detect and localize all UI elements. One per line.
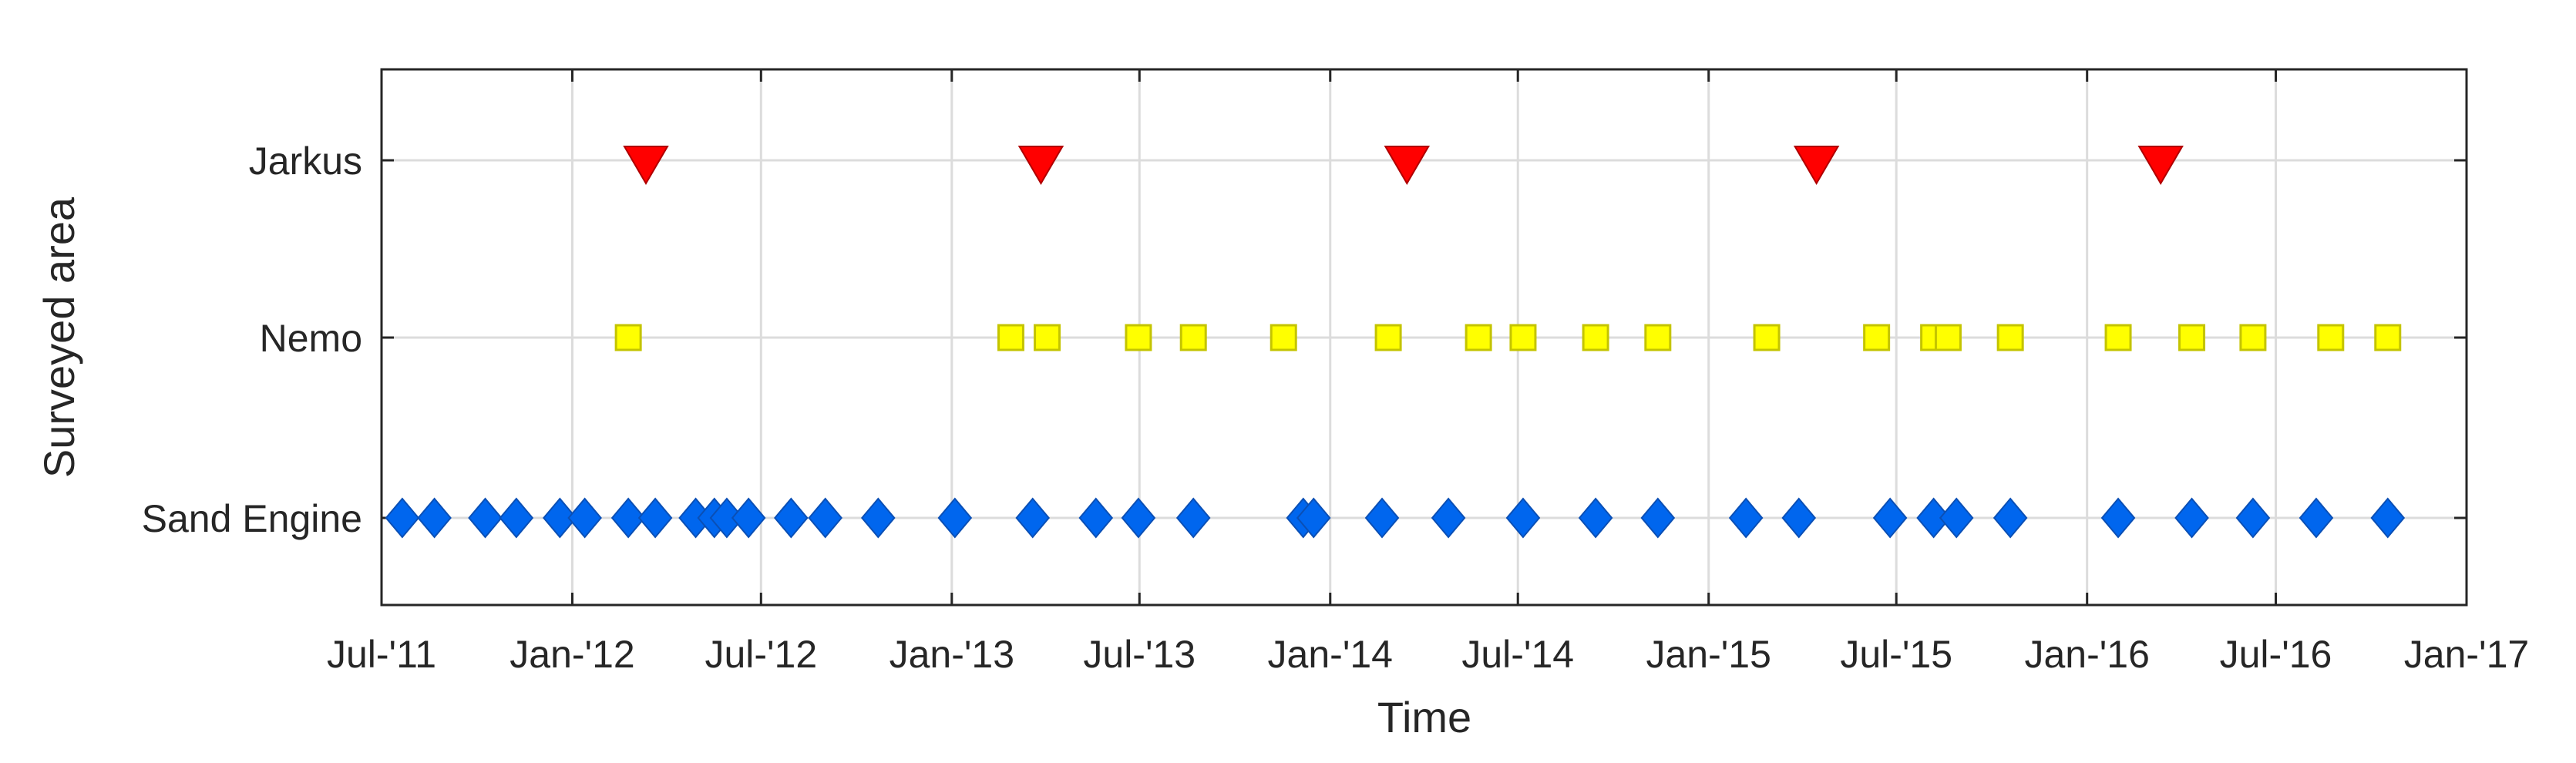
sand-engine-survey-marker [1640,497,1676,539]
sand-engine-survey-marker [385,497,420,539]
nemo-survey-marker [1509,324,1537,351]
nemo-survey-marker [1863,324,1891,351]
x-tick-label: Jan-'12 [509,633,634,676]
nemo-survey-marker [1270,324,1297,351]
y-tick-label: Jarkus [249,139,362,183]
jarkus-survey-marker [1793,146,1840,185]
nemo-survey-marker [1753,324,1781,351]
sand-engine-survey-marker [2174,497,2209,539]
nemo-survey-marker [1465,324,1492,351]
x-tick-label: Jul-'11 [327,633,436,676]
sand-engine-survey-marker [567,497,602,539]
sand-engine-survey-marker [1121,497,1156,539]
x-tick-label: Jan-'14 [1268,633,1393,676]
sand-engine-survey-marker [1781,497,1817,539]
nemo-survey-marker [1644,324,1672,351]
sand-engine-survey-marker [1364,497,1400,539]
nemo-survey-marker [2239,324,2267,351]
x-tick-label: Jan-'15 [1646,633,1771,676]
nemo-survey-marker [2178,324,2206,351]
nemo-survey-marker [1582,324,1609,351]
y-axis-label: Surveyed area [35,197,83,478]
nemo-survey-marker [1374,324,1402,351]
sand-engine-survey-marker [2299,497,2334,539]
x-tick-label: Jan-'13 [889,633,1014,676]
sand-engine-survey-marker [774,497,809,539]
data-markers [385,146,2406,539]
sand-engine-survey-marker [2235,497,2271,539]
x-tick-labels: Jul-'11 Jan-'12 Jul-'12 Jan-'13 Jul-'13 Jan-'… [327,633,2529,676]
sand-engine-survey-marker [499,497,534,539]
x-tick-label: Jan-'16 [2024,633,2149,676]
nemo-survey-marker [1934,324,1962,351]
x-tick-label: Jul-'15 [1840,633,1952,676]
sand-engine-survey-marker [417,497,452,539]
sand-engine-survey-marker [2370,497,2406,539]
sand-engine-survey-marker [1939,497,1974,539]
sand-engine-survey-marker [1578,497,1613,539]
x-axis-label: Time [1377,693,1471,741]
nemo-survey-marker [2317,324,2345,351]
nemo-survey-marker [1125,324,1152,351]
jarkus-survey-marker [2137,146,2184,185]
x-tick-label: Jul-'12 [705,633,817,676]
sand-engine-survey-marker [731,497,766,539]
sand-engine-survey-marker [1296,497,1331,539]
jarkus-survey-marker [1017,146,1064,185]
jarkus-survey-marker [623,146,669,185]
sand-engine-survey-marker [1175,497,1211,539]
sand-engine-survey-marker [1872,497,1908,539]
plot-frame [380,68,2468,607]
jarkus-survey-marker [1384,146,1431,185]
nemo-survey-marker [2374,324,2402,351]
nemo-survey-marker [1996,324,2024,351]
x-tick-label: Jul-'14 [1461,633,1574,676]
nemo-survey-marker [2104,324,2132,351]
sand-engine-survey-marker [1505,497,1541,539]
x-tick-label: Jul-'16 [2220,633,2332,676]
sand-engine-survey-marker [637,497,673,539]
x-tick-label: Jul-'13 [1083,633,1196,676]
sand-engine-survey-marker [1015,497,1051,539]
nemo-survey-marker [1179,324,1207,351]
y-tick-labels: Sand Engine Nemo Jarkus [142,139,362,540]
sand-engine-survey-marker [2100,497,2136,539]
sand-engine-survey-marker [1916,497,1951,539]
y-tick-label: Sand Engine [142,497,362,540]
nemo-survey-marker [614,324,642,351]
sand-engine-survey-marker [1993,497,2028,539]
sand-engine-survey-marker [1431,497,1466,539]
sand-engine-survey-marker [543,497,577,539]
sand-engine-survey-marker [808,497,843,539]
sand-engine-survey-marker [937,497,973,539]
sand-engine-survey-marker [1728,497,1764,539]
x-tick-label: Jan-'17 [2404,633,2529,676]
sand-engine-survey-marker [468,497,503,539]
nemo-survey-marker [1034,324,1061,351]
sand-engine-survey-marker [860,497,896,539]
sand-engine-survey-marker [610,497,646,539]
y-tick-label: Nemo [260,317,362,360]
nemo-survey-marker [997,324,1024,351]
sand-engine-survey-marker [1078,497,1114,539]
